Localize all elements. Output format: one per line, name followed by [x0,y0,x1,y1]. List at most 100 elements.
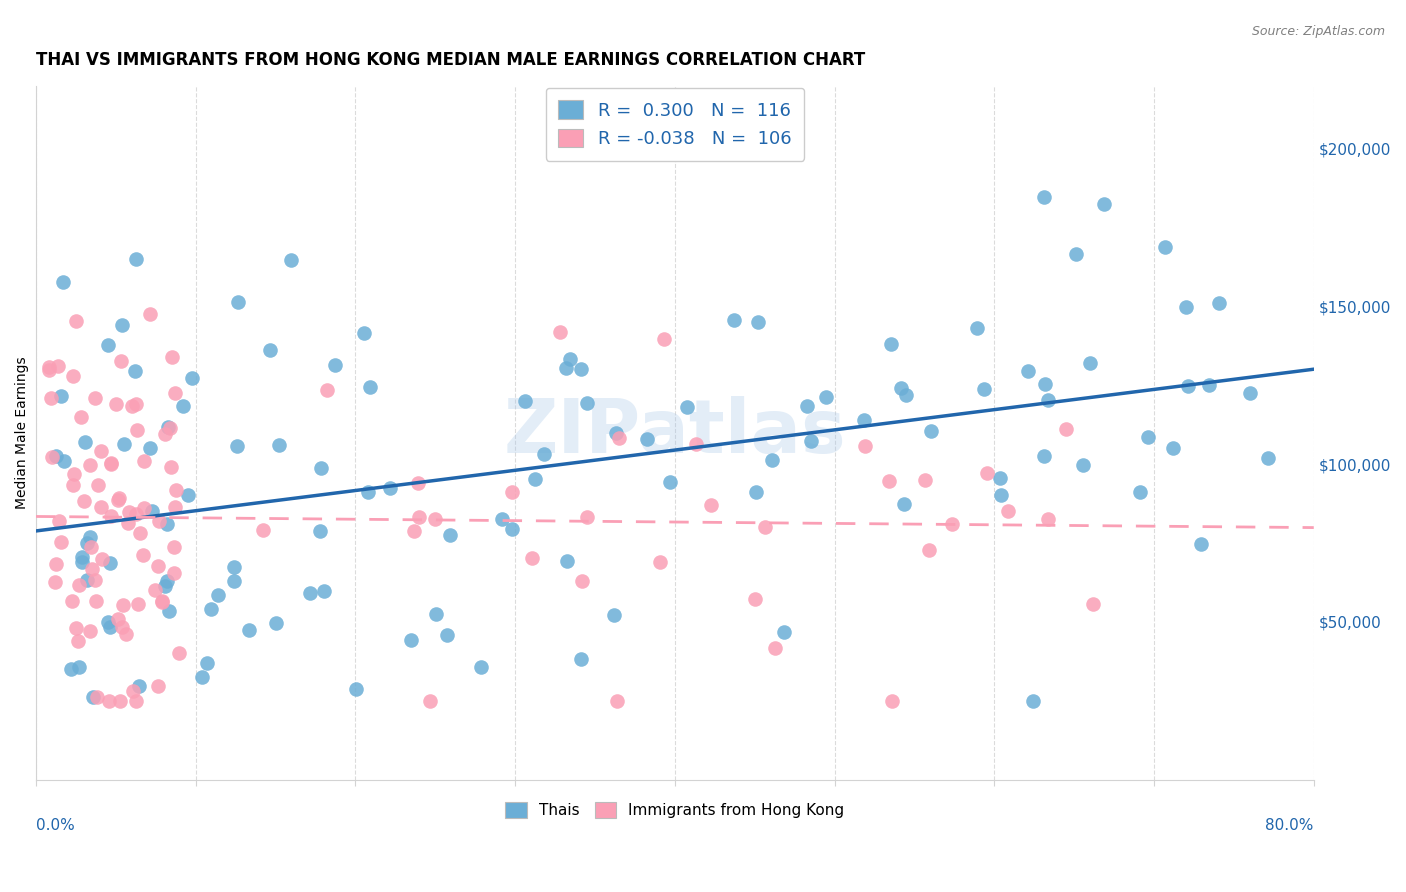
Point [893,497,915,511]
Point [110,353,132,368]
Point [39,391,62,405]
Point [1153,240,1175,254]
Point [112,437,135,451]
Point [973,382,995,396]
Point [41,450,63,464]
Point [48,515,70,529]
Point [1257,451,1279,466]
Point [569,652,592,666]
Point [419,694,441,708]
Point [65,621,87,635]
Point [966,321,988,335]
Point [222,560,245,574]
Point [82,561,104,575]
Point [80,540,103,554]
Point [1033,190,1056,204]
Point [309,460,332,475]
Point [399,633,422,648]
Point [53,454,76,468]
Point [744,592,766,607]
Text: Source: ZipAtlas.com: Source: ZipAtlas.com [1251,25,1385,38]
Point [65,314,87,328]
Point [359,379,381,393]
Point [650,555,672,569]
Point [110,694,132,708]
Point [181,371,204,385]
Y-axis label: Median Male Earnings: Median Male Earnings [15,356,30,508]
Point [146,558,169,573]
Point [38,359,60,374]
Point [84,391,107,405]
Point [157,420,180,434]
Point [1239,386,1261,401]
Point [605,426,627,441]
Point [406,476,429,491]
Point [127,597,149,611]
Point [125,694,148,708]
Point [555,554,578,568]
Point [97,615,120,629]
Point [576,396,599,410]
Point [1038,512,1060,526]
Point [1071,458,1094,473]
Point [163,566,186,581]
Point [890,381,912,395]
Point [79,624,101,639]
Point [853,439,876,453]
Point [558,351,581,366]
Point [439,528,461,542]
Point [66,634,89,648]
Point [73,435,96,450]
Point [1129,485,1152,500]
Point [1174,300,1197,314]
Point [159,421,181,435]
Point [353,326,375,340]
Point [603,608,626,623]
Point [796,399,818,413]
Point [82,690,104,705]
Point [156,574,179,588]
Point [59,662,82,676]
Point [191,670,214,684]
Point [84,594,107,608]
Point [67,660,90,674]
Point [132,548,155,562]
Point [114,627,136,641]
Point [49,389,72,403]
Point [775,100,797,114]
Point [127,424,149,438]
Point [309,524,332,539]
Point [723,313,745,327]
Point [800,434,823,448]
Point [1022,694,1045,708]
Point [125,397,148,411]
Point [98,620,121,634]
Point [132,500,155,515]
Point [636,432,658,446]
Point [1078,356,1101,370]
Point [90,500,112,514]
Point [815,390,838,404]
Point [408,510,430,524]
Point [606,694,628,708]
Point [515,393,537,408]
Point [165,483,187,497]
Legend: Thais, Immigrants from Hong Kong: Thais, Immigrants from Hong Kong [499,796,851,824]
Point [1054,422,1077,436]
Point [425,607,447,622]
Point [676,401,699,415]
Point [60,593,83,607]
Point [990,470,1012,484]
Point [1033,449,1056,463]
Point [470,660,492,674]
Point [700,498,723,512]
Point [98,694,121,708]
Point [70,555,93,569]
Point [763,640,786,655]
Point [143,583,166,598]
Point [100,457,122,471]
Point [167,647,190,661]
Point [1189,537,1212,551]
Point [226,439,249,453]
Point [224,574,246,588]
